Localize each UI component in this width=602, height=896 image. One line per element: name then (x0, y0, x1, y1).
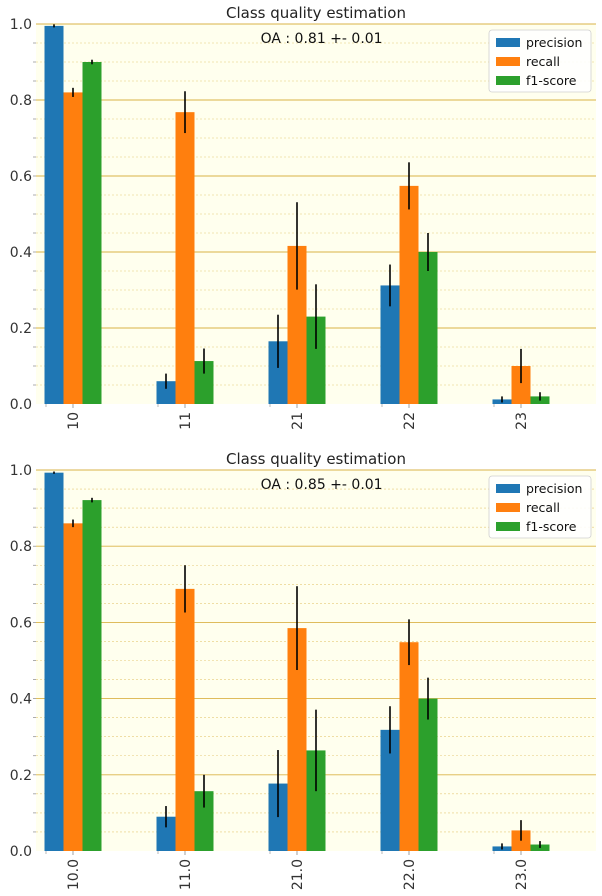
legend: precision recall f1-score (488, 29, 592, 93)
bar-recall-21.0 (287, 628, 307, 851)
bar-recall-10.0 (63, 523, 83, 851)
chart-2: 0.0 0.2 0.4 0.6 0.8 1.0 10.0 11.0 21.0 22.0 23.0 Cl… (10, 450, 596, 890)
y-tick-label: 0.0 (10, 397, 32, 413)
bar-recall-22.0 (399, 642, 419, 851)
bar-f1-score-21 (306, 316, 326, 404)
y-tick-label: 0.4 (10, 692, 32, 708)
x-tick-label: 21.0 (290, 859, 306, 890)
x-tick-label: 23 (514, 412, 530, 430)
bar-precision-10.0 (44, 472, 64, 851)
chart-1: 0.0 0.2 0.4 0.6 0.8 1.0 10 11 21 22 23 Class qualit… (10, 4, 596, 430)
legend-swatch-f1-score (496, 76, 520, 85)
bar-f1-score-10 (82, 62, 102, 404)
y-tick-label: 1.0 (10, 463, 32, 479)
legend-swatch-f1-score (496, 522, 520, 531)
legend-label-f1-score: f1-score (526, 519, 577, 534)
x-tick-label: 11 (178, 412, 194, 430)
x-tick-label: 10.0 (66, 859, 82, 890)
y-tick-label: 0.2 (10, 768, 32, 784)
x-tick-label: 22 (402, 412, 418, 430)
y-tick-label: 0.0 (10, 844, 32, 860)
x-tick-label: 22.0 (402, 859, 418, 890)
y-tick-label: 0.8 (10, 539, 32, 555)
bar-precision-22 (380, 285, 400, 404)
x-tick-label: 21 (290, 412, 306, 430)
oa-annotation: OA : 0.85 +- 0.01 (261, 477, 383, 493)
bar-recall-10 (63, 92, 83, 405)
legend-label-precision: precision (526, 481, 582, 496)
bar-f1-score-10.0 (82, 500, 102, 851)
y-tick-label: 0.2 (10, 321, 32, 337)
bar-precision-22.0 (380, 729, 400, 851)
legend-swatch-recall (496, 503, 520, 512)
bar-f1-score-11.0 (194, 791, 214, 851)
chart-title: Class quality estimation (226, 450, 406, 468)
y-tick-label: 0.4 (10, 245, 32, 261)
x-tick-label: 10 (66, 412, 82, 430)
y-tick-label: 0.8 (10, 93, 32, 109)
bar-recall-21 (287, 245, 307, 404)
bar-precision-11 (156, 381, 176, 404)
legend: precision recall f1-score (488, 475, 592, 539)
x-tick-label: 11.0 (178, 859, 194, 890)
y-tick-label: 0.6 (10, 169, 32, 185)
bar-recall-11.0 (175, 588, 195, 851)
chart-title: Class quality estimation (226, 4, 406, 22)
bar-recall-11 (175, 112, 195, 404)
legend-label-recall: recall (526, 500, 560, 515)
legend-label-recall: recall (526, 54, 560, 69)
legend-swatch-precision (496, 484, 520, 493)
bar-f1-score-21.0 (306, 750, 326, 851)
x-tick-label: 23.0 (514, 859, 530, 890)
y-tick-label: 0.6 (10, 615, 32, 631)
bar-precision-11.0 (156, 816, 176, 851)
legend-label-precision: precision (526, 35, 582, 50)
bar-recall-22 (399, 185, 419, 404)
bar-precision-10 (44, 25, 64, 405)
bar-recall-23 (511, 366, 531, 404)
legend-swatch-recall (496, 57, 520, 66)
y-tick-label: 1.0 (10, 17, 32, 33)
oa-annotation: OA : 0.81 +- 0.01 (261, 31, 383, 47)
bar-f1-score-22 (418, 252, 438, 404)
legend-swatch-precision (496, 38, 520, 47)
bar-f1-score-11 (194, 361, 214, 404)
legend-label-f1-score: f1-score (526, 73, 577, 88)
bar-precision-21.0 (268, 783, 288, 851)
bar-precision-21 (268, 341, 288, 404)
bar-f1-score-22.0 (418, 698, 438, 851)
